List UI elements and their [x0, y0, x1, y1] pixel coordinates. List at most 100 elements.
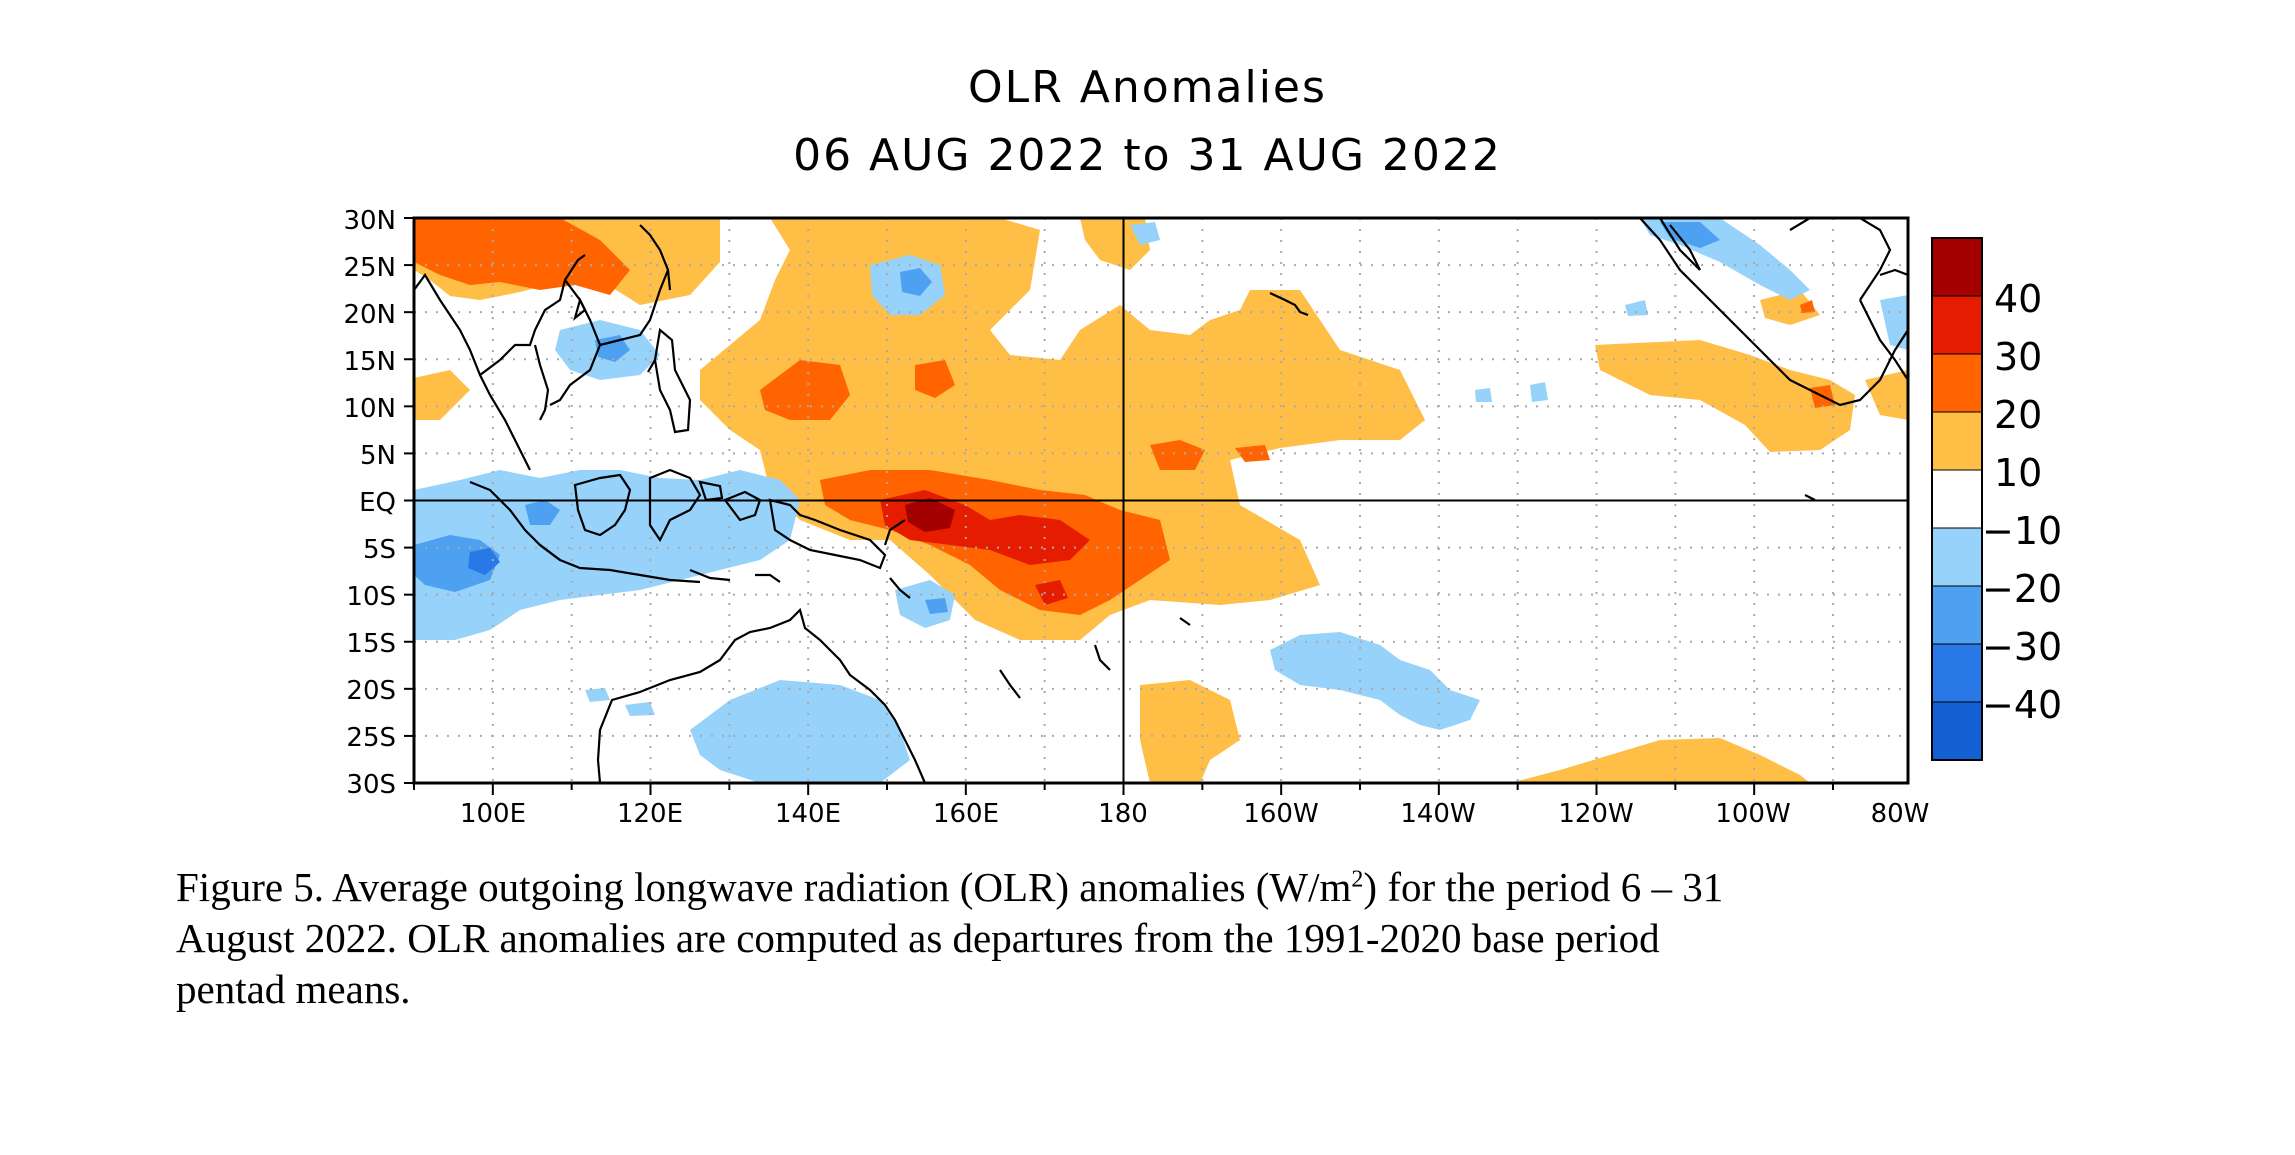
colorbar-label: −40	[1982, 683, 2062, 727]
coastline	[533, 344, 550, 421]
anomaly-region	[760, 360, 850, 420]
olr-anomaly-map: 30N 25N 20N 15N 10N 5N EQ 5S 10S 15S 20S…	[343, 206, 2062, 829]
coastline	[883, 519, 906, 546]
coastline	[689, 568, 731, 582]
chart-title: OLR Anomalies	[968, 62, 1327, 113]
colorbar: 40 30 20 10 −10 −20 −30 −40	[1931, 237, 2062, 761]
coastline	[1269, 292, 1309, 317]
anomaly-region	[1625, 300, 1648, 316]
lon-label: 80W	[1871, 799, 1930, 829]
anomaly-region	[1880, 295, 1908, 350]
anomaly-region	[1800, 300, 1815, 313]
anomaly-region	[468, 548, 500, 575]
anomaly-region	[414, 370, 470, 420]
colorbar-swatch	[1931, 585, 1983, 645]
colorbar-frame	[1931, 237, 1983, 761]
coastline	[1879, 268, 1908, 277]
lat-label: 20N	[343, 300, 396, 330]
coastline	[666, 269, 672, 291]
colorbar-swatch	[1931, 295, 1983, 355]
lon-label: 120W	[1558, 799, 1633, 829]
colorbar-label: −30	[1982, 625, 2062, 669]
anomaly-region	[915, 360, 955, 398]
lon-label: 100E	[460, 799, 526, 829]
colorbar-swatch	[1931, 411, 1983, 471]
positive-anomaly-10	[414, 218, 1908, 783]
lat-label: 10S	[346, 582, 396, 612]
colorbar-swatch	[1931, 469, 1983, 529]
positive-anomaly-40	[905, 498, 955, 532]
anomaly-region	[690, 680, 910, 783]
lon-axis: 100E 120E 140E 160E 180 160W 140W 120W 1…	[460, 799, 1929, 829]
lon-label: 140W	[1400, 799, 1475, 829]
negative-anomaly-30	[468, 548, 500, 575]
lat-label: 30S	[346, 770, 396, 800]
colorbar-swatch	[1931, 527, 1983, 587]
anomaly-region	[414, 535, 500, 592]
anomaly-region	[1150, 440, 1205, 470]
coastline	[599, 224, 670, 347]
anomaly-region	[1130, 222, 1160, 245]
anomaly-region	[900, 268, 932, 296]
anomaly-region	[905, 498, 955, 532]
coastline	[653, 327, 692, 434]
colorbar-swatch	[1931, 353, 1983, 413]
lat-label: 15S	[346, 629, 396, 659]
anomaly-region	[1760, 290, 1820, 325]
lat-label: EQ	[359, 488, 396, 518]
lon-label: 140E	[775, 799, 841, 829]
lat-label: 30N	[343, 206, 396, 236]
coastline	[1179, 617, 1191, 626]
figure-caption: Figure 5. Average outgoing longwave radi…	[176, 862, 2136, 1015]
lat-label: 25S	[346, 723, 396, 753]
lat-label: 25N	[343, 253, 396, 283]
anomaly-region	[1140, 680, 1240, 783]
coastline	[1639, 218, 1908, 407]
lat-label: 10N	[343, 394, 396, 424]
coastline	[573, 296, 587, 321]
caption-text: Figure 5. Average outgoing longwave radi…	[176, 864, 1352, 910]
coastline	[1659, 218, 1701, 271]
coastline	[889, 577, 911, 599]
coastline	[647, 359, 656, 373]
negative-anomaly-20	[414, 222, 1720, 614]
coastline	[414, 273, 531, 471]
coastline	[1093, 644, 1111, 671]
coastline	[1804, 494, 1816, 501]
anomaly-region	[1510, 738, 1810, 783]
lat-axis: 30N 25N 20N 15N 10N 5N EQ 5S 10S 15S 20S…	[343, 206, 396, 800]
coastline	[573, 473, 632, 537]
anomaly-region	[1235, 445, 1270, 462]
anomaly-region	[1035, 580, 1068, 605]
lon-label: 100W	[1715, 799, 1790, 829]
caption-text: ) for the period 6 – 31	[1363, 864, 1724, 910]
colorbar-label: 40	[1994, 277, 2042, 321]
anomaly-region	[625, 702, 655, 716]
anomaly-region	[700, 218, 1425, 640]
anomaly-region	[595, 335, 630, 362]
colorbar-label: 10	[1994, 451, 2042, 495]
lon-label: 180	[1098, 799, 1148, 829]
chart-subtitle: 06 AUG 2022 to 31 AUG 2022	[793, 130, 1502, 181]
anomaly-region	[1270, 632, 1480, 730]
coastline	[698, 480, 724, 502]
coastline	[999, 669, 1021, 699]
colorbar-label: −20	[1982, 567, 2062, 611]
anomaly-region	[1475, 388, 1492, 402]
caption-text: pentad means.	[176, 966, 411, 1012]
coastline	[1859, 299, 1908, 381]
colorbar-label: 20	[1994, 393, 2042, 437]
lat-label: 20S	[346, 676, 396, 706]
coastlines	[414, 218, 1908, 783]
colorbar-label: −10	[1982, 509, 2062, 553]
anomaly-region	[1660, 222, 1720, 248]
anomaly-region	[525, 500, 560, 525]
coastline	[539, 544, 561, 561]
coastline	[648, 468, 702, 543]
anomaly-region	[1530, 382, 1548, 402]
anomaly-region	[925, 598, 948, 614]
lat-label: 5S	[363, 535, 396, 565]
colorbar-swatch	[1931, 701, 1983, 761]
anomaly-region	[585, 688, 610, 702]
anomaly-region	[1595, 340, 1855, 452]
